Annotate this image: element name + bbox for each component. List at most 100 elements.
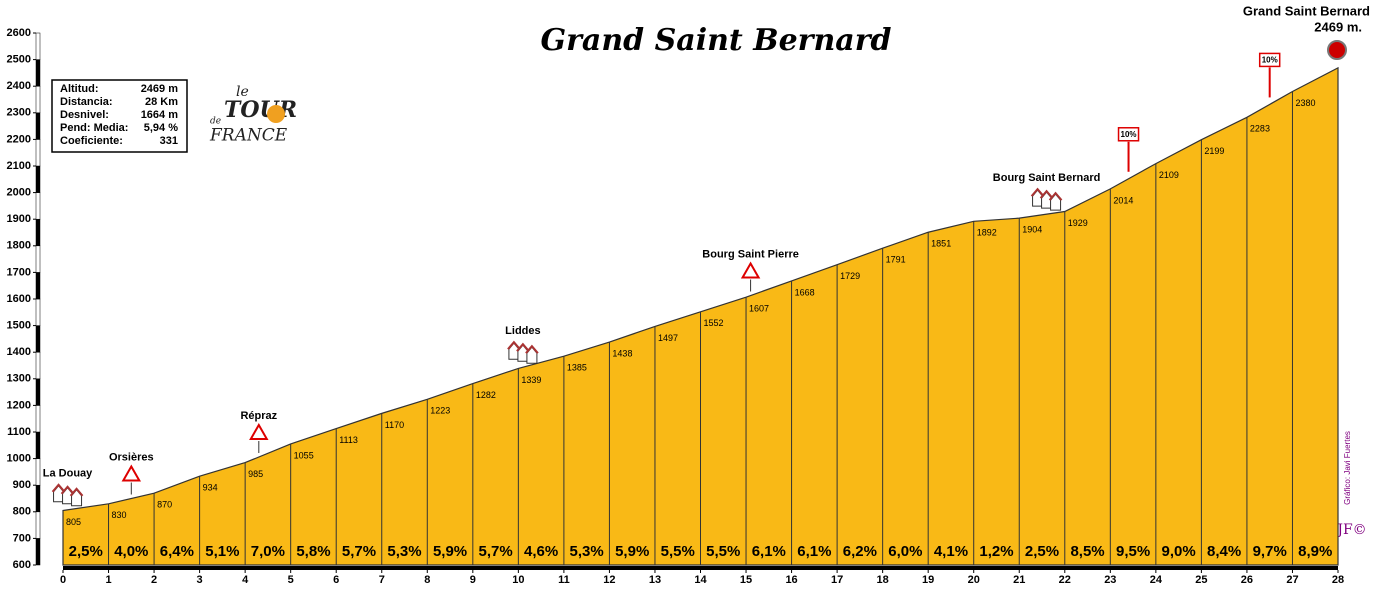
axis-segment	[35, 272, 41, 300]
y-tick-label: 1900	[7, 213, 31, 225]
axis-segment	[35, 378, 41, 406]
x-tick-label: 18	[877, 574, 889, 586]
place-name: Liddes	[505, 325, 540, 337]
info-box	[51, 79, 188, 153]
y-tick-label: 1000	[7, 453, 31, 465]
axis-segment	[35, 458, 41, 486]
elevation-label: 805	[66, 517, 81, 527]
place-icon	[51, 483, 84, 507]
elevation-label: 1339	[521, 375, 541, 385]
axis-segment	[35, 325, 41, 353]
elevation-label: 934	[203, 483, 218, 493]
elevation-label: 1607	[749, 304, 769, 314]
axis-segment	[35, 538, 41, 566]
y-tick-label: 2600	[7, 27, 31, 39]
info-label: Coeficiente:	[60, 135, 123, 147]
elevation-label: 1729	[840, 271, 860, 281]
gradient-label: 5,5%	[706, 543, 740, 560]
info-value: 5,94 %	[144, 122, 178, 134]
roof	[1030, 187, 1045, 197]
gradient-label: 5,8%	[296, 543, 330, 560]
gradient-label: 8,9%	[1298, 543, 1332, 560]
gradient-label: 8,4%	[1207, 543, 1241, 560]
marker-label: 10%	[1121, 130, 1137, 139]
x-tick-label: 0	[60, 574, 66, 586]
axis-segment	[35, 405, 41, 433]
x-tick-label: 24	[1150, 574, 1163, 586]
elevation-label: 1497	[658, 333, 678, 343]
x-tick-label: 5	[288, 574, 294, 586]
summit-name: Grand Saint Bernard	[1243, 3, 1370, 18]
roof	[1039, 189, 1054, 199]
x-tick-label: 28	[1332, 574, 1344, 586]
axis-segment	[35, 112, 41, 140]
gradient-label: 6,1%	[797, 543, 831, 560]
x-tick-label: 8	[424, 574, 430, 586]
warning	[249, 422, 269, 441]
gradient-label: 9,5%	[1116, 543, 1150, 560]
gradient-label: 5,3%	[570, 543, 604, 560]
x-tick-label: 12	[603, 574, 615, 586]
y-tick-label: 2400	[7, 80, 31, 92]
x-tick-label: 7	[379, 574, 385, 586]
y-tick-label: 1700	[7, 266, 31, 278]
gradient-label: 2,5%	[1025, 543, 1059, 560]
elevation-label: 985	[248, 469, 263, 479]
gradient-label: 9,0%	[1162, 543, 1196, 560]
x-tick-label: 10	[512, 574, 524, 586]
credit: Gráfico: Javi Fuertes	[1343, 431, 1352, 505]
info-label: Desnivel:	[60, 109, 109, 121]
logo-text: le	[236, 84, 249, 100]
y-tick-label: 900	[13, 479, 31, 491]
x-tick-label: 11	[558, 574, 570, 586]
x-tick-label: 1	[105, 574, 111, 586]
warning	[121, 464, 142, 482]
x-tick-label: 14	[694, 574, 707, 586]
axis-segment	[35, 218, 41, 247]
gradient-label: 5,9%	[615, 543, 649, 560]
elevation-label: 2014	[1113, 195, 1133, 205]
chart-title: Grand Saint Bernard	[541, 23, 892, 58]
gradient-label: 5,7%	[478, 543, 512, 560]
elevation-label: 1170	[385, 420, 404, 430]
logo-text: FRANCE	[209, 126, 288, 146]
axis-segment	[35, 32, 41, 60]
y-tick-label: 1600	[7, 293, 31, 305]
logo: le TOUR de FRANCE	[209, 84, 297, 146]
elevation-label: 1904	[1022, 225, 1042, 235]
place-name: Orsières	[109, 451, 154, 463]
place-icon	[740, 261, 761, 292]
x-tick-label: 2	[151, 574, 157, 586]
x-tick-label: 27	[1286, 574, 1298, 586]
gradient-label: 6,0%	[888, 543, 922, 560]
gradient-label: 8,5%	[1070, 543, 1104, 560]
gradient-label: 5,3%	[387, 543, 421, 560]
logo-text: de	[210, 117, 221, 127]
elevation-label: 1282	[476, 390, 496, 400]
logo-text: TOUR	[224, 97, 297, 123]
y-tick-label: 2300	[7, 107, 31, 119]
gradient-label: 4,6%	[524, 543, 558, 560]
elevation-label: 1791	[886, 255, 906, 265]
y-tick-label: 800	[13, 506, 31, 518]
x-tick-label: 22	[1059, 574, 1071, 586]
x-tick-label: 21	[1013, 574, 1025, 586]
roof	[69, 487, 84, 497]
gradient-label: 5,1%	[205, 543, 239, 560]
y-tick-label: 2000	[7, 187, 31, 199]
info-label: Altitud:	[60, 83, 98, 95]
info-value: 331	[160, 135, 178, 147]
y-tick-label: 1800	[7, 240, 31, 252]
summit-icon	[1327, 40, 1347, 60]
warning	[740, 261, 761, 279]
gradient-label: 7,0%	[251, 543, 285, 560]
x-tick-label: 26	[1241, 574, 1253, 586]
y-tick-label: 1200	[7, 399, 31, 411]
axis-segment	[35, 511, 41, 539]
elevation-label: 2199	[1204, 146, 1224, 156]
axis-segment	[35, 484, 41, 513]
x-tick-label: 25	[1195, 574, 1207, 586]
gradient-label: 5,9%	[433, 543, 467, 560]
info-value: 28 Km	[145, 96, 178, 108]
